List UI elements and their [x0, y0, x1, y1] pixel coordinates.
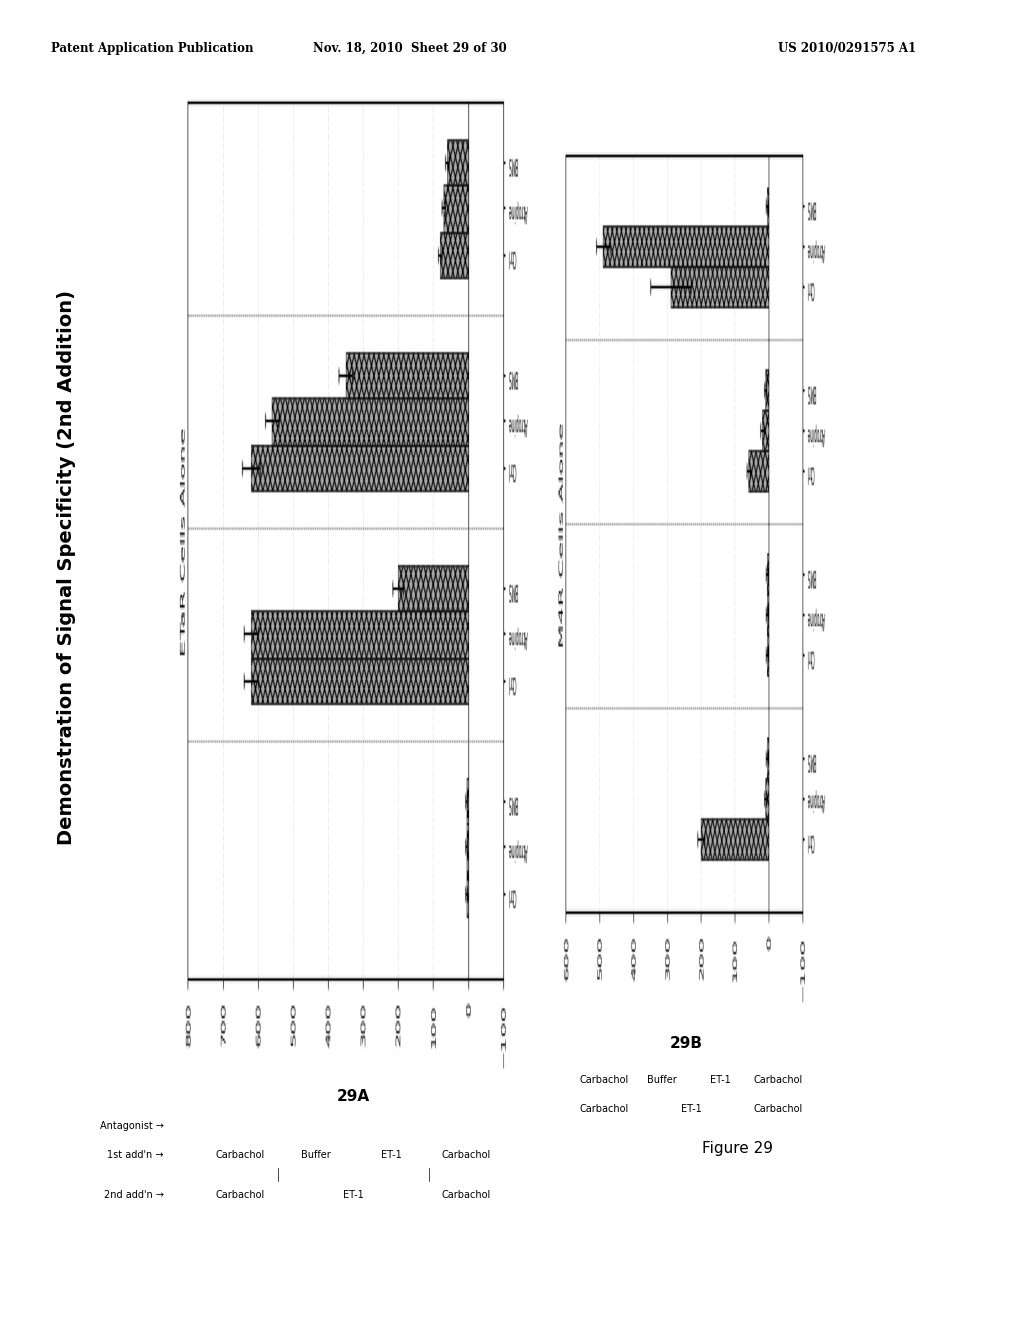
Text: Carbachol: Carbachol — [441, 1150, 490, 1160]
Text: Nov. 18, 2010  Sheet 29 of 30: Nov. 18, 2010 Sheet 29 of 30 — [312, 42, 507, 55]
Text: 29B: 29B — [670, 1036, 702, 1051]
Text: Carbachol: Carbachol — [580, 1074, 629, 1085]
Text: Buffer: Buffer — [647, 1074, 677, 1085]
Text: Figure 29: Figure 29 — [701, 1140, 773, 1156]
Text: ET-1: ET-1 — [381, 1150, 401, 1160]
Text: Antagonist →: Antagonist → — [100, 1121, 164, 1131]
Text: Carbachol: Carbachol — [216, 1189, 265, 1200]
Text: Carbachol: Carbachol — [754, 1074, 803, 1085]
Text: Buffer: Buffer — [301, 1150, 331, 1160]
Text: ET-1: ET-1 — [681, 1104, 701, 1114]
Text: Demonstration of Signal Specificity (2nd Addition): Demonstration of Signal Specificity (2nd… — [57, 290, 76, 845]
Text: Carbachol: Carbachol — [580, 1104, 629, 1114]
Text: US 2010/0291575 A1: US 2010/0291575 A1 — [778, 42, 916, 55]
Text: ET-1: ET-1 — [710, 1074, 730, 1085]
Text: Carbachol: Carbachol — [754, 1104, 803, 1114]
Text: 2nd add'n →: 2nd add'n → — [103, 1189, 164, 1200]
Text: ET-1: ET-1 — [343, 1189, 364, 1200]
Text: 29A: 29A — [337, 1089, 370, 1104]
Text: Carbachol: Carbachol — [441, 1189, 490, 1200]
Text: 1st add'n →: 1st add'n → — [108, 1150, 164, 1160]
Text: Patent Application Publication: Patent Application Publication — [51, 42, 254, 55]
Text: Carbachol: Carbachol — [216, 1150, 265, 1160]
